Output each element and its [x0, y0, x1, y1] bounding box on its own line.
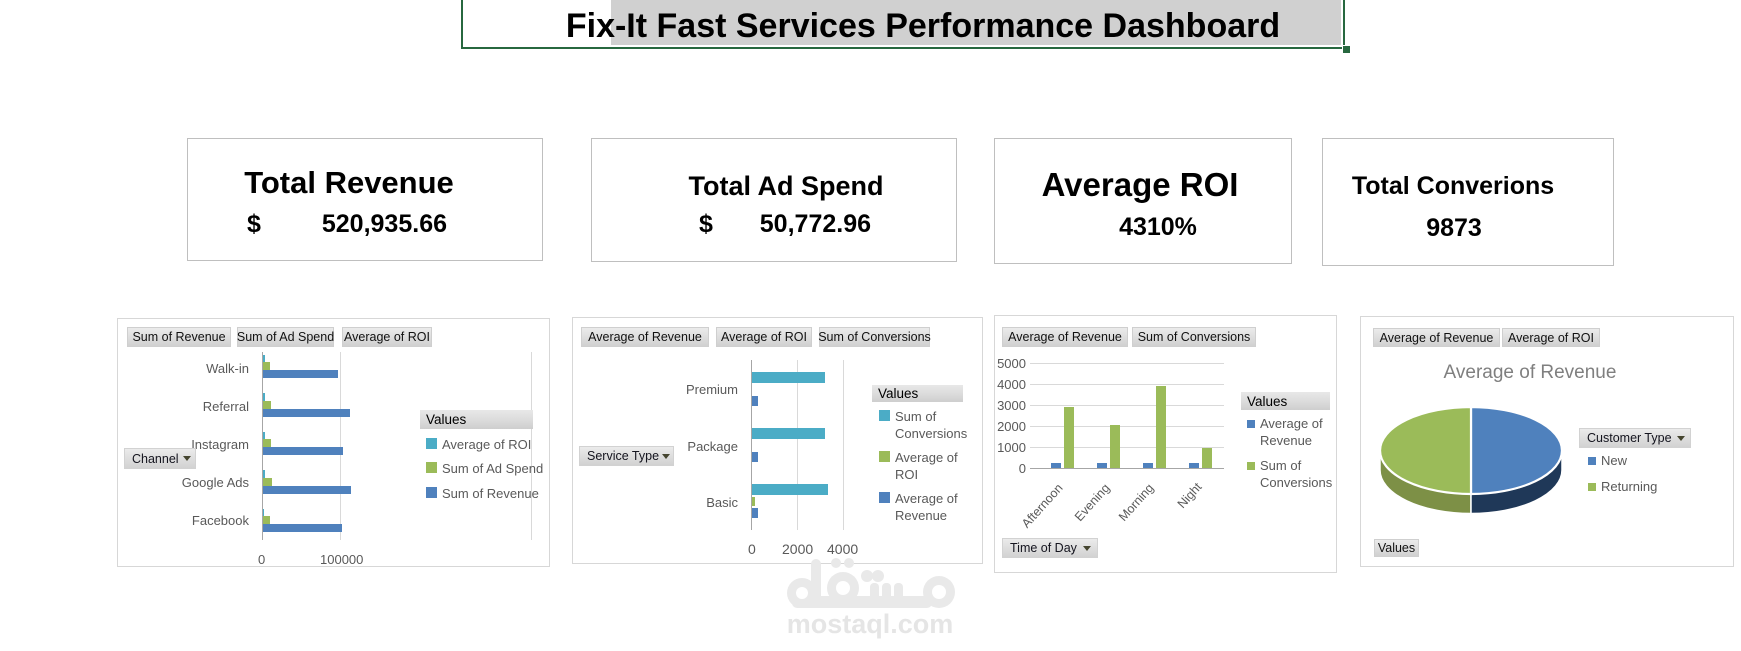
svg-text:mostaql.com: mostaql.com: [787, 609, 954, 639]
